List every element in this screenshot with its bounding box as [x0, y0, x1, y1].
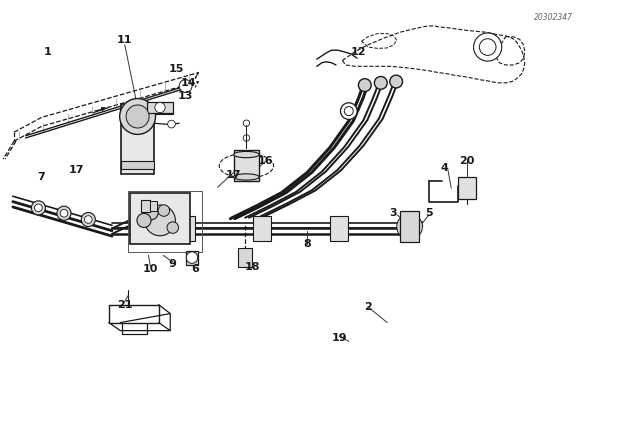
Text: 13: 13: [178, 91, 193, 101]
FancyBboxPatch shape: [121, 161, 154, 169]
Text: 2: 2: [364, 302, 372, 312]
Text: 6: 6: [191, 264, 199, 274]
FancyBboxPatch shape: [177, 215, 195, 241]
Text: 10: 10: [143, 264, 158, 274]
Circle shape: [344, 107, 353, 116]
Circle shape: [167, 222, 179, 233]
FancyBboxPatch shape: [186, 250, 198, 265]
Text: 14: 14: [181, 78, 196, 88]
Circle shape: [397, 214, 422, 240]
Text: 20: 20: [460, 156, 475, 166]
Text: 4: 4: [441, 163, 449, 173]
Text: 18: 18: [245, 262, 260, 271]
Ellipse shape: [234, 151, 259, 158]
FancyBboxPatch shape: [234, 151, 259, 181]
Text: 5: 5: [425, 208, 433, 218]
FancyBboxPatch shape: [141, 200, 150, 212]
Text: 7: 7: [38, 172, 45, 182]
Circle shape: [474, 33, 502, 61]
FancyBboxPatch shape: [253, 215, 271, 241]
Circle shape: [126, 105, 149, 128]
Circle shape: [84, 215, 92, 224]
FancyBboxPatch shape: [458, 177, 476, 199]
Circle shape: [145, 205, 175, 236]
FancyBboxPatch shape: [330, 215, 348, 241]
Text: 15: 15: [168, 65, 184, 74]
FancyBboxPatch shape: [121, 103, 154, 174]
Text: 8: 8: [303, 239, 311, 249]
Text: 21: 21: [117, 300, 132, 310]
Circle shape: [60, 209, 68, 217]
Circle shape: [144, 206, 158, 220]
Circle shape: [35, 204, 42, 212]
FancyBboxPatch shape: [129, 193, 191, 244]
Circle shape: [158, 205, 170, 216]
Circle shape: [374, 77, 387, 89]
Circle shape: [340, 103, 357, 120]
Circle shape: [479, 39, 496, 56]
Circle shape: [179, 80, 192, 92]
Text: 16: 16: [258, 156, 273, 166]
Circle shape: [137, 213, 151, 228]
Circle shape: [57, 206, 71, 220]
Text: 1: 1: [44, 47, 52, 56]
Text: 9: 9: [169, 259, 177, 269]
Text: 3: 3: [390, 208, 397, 218]
FancyBboxPatch shape: [238, 248, 252, 267]
FancyBboxPatch shape: [150, 201, 157, 211]
Circle shape: [186, 252, 198, 263]
Circle shape: [168, 120, 175, 128]
Text: 19: 19: [332, 333, 347, 343]
Text: 11: 11: [117, 35, 132, 45]
Circle shape: [81, 212, 95, 227]
Text: 17: 17: [226, 170, 241, 180]
Text: 20302347: 20302347: [534, 13, 573, 22]
Circle shape: [120, 99, 156, 134]
Circle shape: [358, 79, 371, 91]
FancyBboxPatch shape: [147, 102, 173, 113]
Circle shape: [155, 103, 165, 112]
Ellipse shape: [234, 174, 259, 180]
Circle shape: [390, 75, 403, 88]
Text: 17: 17: [69, 165, 84, 175]
FancyBboxPatch shape: [400, 211, 419, 242]
Circle shape: [31, 201, 45, 215]
Text: 12: 12: [351, 47, 366, 56]
